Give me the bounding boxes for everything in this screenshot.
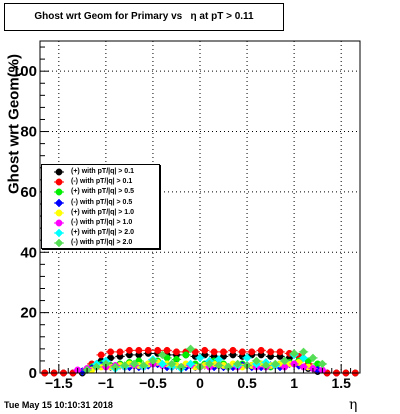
x-tick-label: 1.5 — [331, 375, 351, 391]
x-tick-label: −1 — [98, 375, 114, 391]
y-tick-label: 0 — [29, 365, 37, 382]
legend-entry: (-) with pT/|q| > 1.0 — [42, 218, 159, 228]
legend-entry: (-) with pT/|q| > 0.5 — [42, 198, 159, 208]
data-point — [280, 356, 290, 366]
legend-label: (-) with pT/|q| > 2.0 — [71, 239, 133, 247]
x-axis-label: η — [349, 397, 358, 413]
y-axis-label: Ghost wrt Geom(%) — [5, 53, 23, 195]
data-point — [157, 350, 167, 360]
grid-layer — [40, 41, 360, 373]
legend-entry: (-) with pT/|q| > 0.1 — [42, 177, 159, 187]
data-point — [257, 346, 265, 354]
data-point — [220, 348, 227, 356]
legend-label: (+) with pT/|q| > 2.0 — [71, 229, 135, 237]
legend: (+) with pT/|q| > 0.1 (-) with pT/|q| > 0… — [41, 164, 160, 249]
legend-marker — [54, 209, 64, 217]
legend-label: (-) with pT/|q| > 1.0 — [71, 219, 133, 226]
data-point — [317, 359, 327, 369]
legend-marker — [54, 168, 64, 176]
y-tick-label: 40 — [20, 244, 37, 261]
axis-layer: −1.5 −1 −0.5 0 0.5 1 1.5 0 20 40 60 80 100 — [12, 46, 361, 391]
data-point — [125, 346, 133, 354]
series-7 — [82, 344, 328, 375]
y-tick-label: 100 — [12, 63, 37, 80]
legend-marker — [54, 198, 64, 207]
legend-marker-shape — [55, 168, 63, 176]
data-point — [308, 353, 318, 363]
data-point — [167, 359, 177, 369]
data-point — [276, 348, 284, 356]
legend-marker-shape — [54, 198, 64, 207]
data-point — [116, 348, 124, 356]
legend-marker-shape — [55, 178, 63, 186]
plot-title: Ghost wrt Geom for Primary vs η at pT > … — [4, 3, 284, 31]
legend-entry: (+) with pT/|q| > 1.0 — [42, 208, 159, 218]
data-point — [210, 348, 218, 356]
y-tick-label: 80 — [20, 124, 37, 141]
legend-marker — [54, 178, 64, 186]
data-point — [270, 359, 280, 369]
series-layer — [40, 344, 360, 377]
data-point — [144, 346, 152, 354]
data-point — [107, 348, 115, 356]
legend-label: (-) with pT/|q| > 0.5 — [71, 198, 133, 206]
x-tick-label: 1 — [290, 375, 298, 391]
data-point — [267, 348, 275, 356]
legend-label: (-) with pT/|q| > 0.1 — [71, 178, 133, 186]
legend-entry: (+) with pT/|q| > 0.1 — [42, 167, 159, 177]
y-tick-label: 20 — [20, 305, 37, 322]
legend-entry: (-) with pT/|q| > 2.0 — [42, 238, 159, 248]
legend-marker — [54, 228, 64, 238]
legend-entry: (+) with pT/|q| > 0.5 — [42, 187, 159, 197]
legend-label: (+) with pT/|q| > 0.5 — [71, 188, 135, 196]
legend-marker — [54, 239, 64, 248]
data-point — [299, 353, 308, 363]
data-point — [238, 348, 246, 356]
data-point — [157, 359, 167, 369]
legend-marker — [54, 188, 64, 196]
data-point — [186, 344, 195, 354]
data-point — [154, 346, 162, 354]
y-tick-label: 60 — [20, 184, 37, 201]
data-point — [163, 346, 171, 354]
data-point — [229, 346, 237, 354]
data-point — [252, 356, 261, 366]
data-point — [186, 359, 195, 369]
data-point — [201, 346, 209, 354]
legend-label: (+) with pT/|q| > 1.0 — [71, 208, 135, 216]
data-point — [205, 359, 214, 369]
legend-marker-shape — [54, 239, 64, 248]
data-point — [233, 359, 243, 369]
legend-marker-shape — [55, 209, 63, 217]
data-point — [299, 347, 308, 357]
legend-label: (+) with pT/|q| > 0.1 — [71, 168, 135, 175]
data-point — [135, 346, 143, 354]
legend-entry: (+) with pT/|q| > 2.0 — [42, 228, 159, 238]
datestamp: Tue May 15 10:10:31 2018 — [4, 400, 113, 410]
x-tick-label: 0 — [196, 375, 204, 391]
x-tick-label: −1.5 — [45, 375, 73, 391]
data-point — [182, 351, 190, 359]
data-point — [289, 349, 299, 358]
data-point — [129, 359, 139, 369]
legend-marker-shape — [54, 228, 64, 238]
data-point — [173, 348, 180, 356]
x-tick-label: −0.5 — [139, 375, 167, 391]
legend-marker-shape — [55, 219, 63, 227]
data-point — [195, 353, 205, 363]
x-tick-label: 0.5 — [237, 375, 257, 391]
data-point — [248, 348, 256, 356]
legend-marker-shape — [55, 188, 63, 196]
legend-marker — [54, 219, 64, 227]
data-point — [97, 351, 105, 359]
